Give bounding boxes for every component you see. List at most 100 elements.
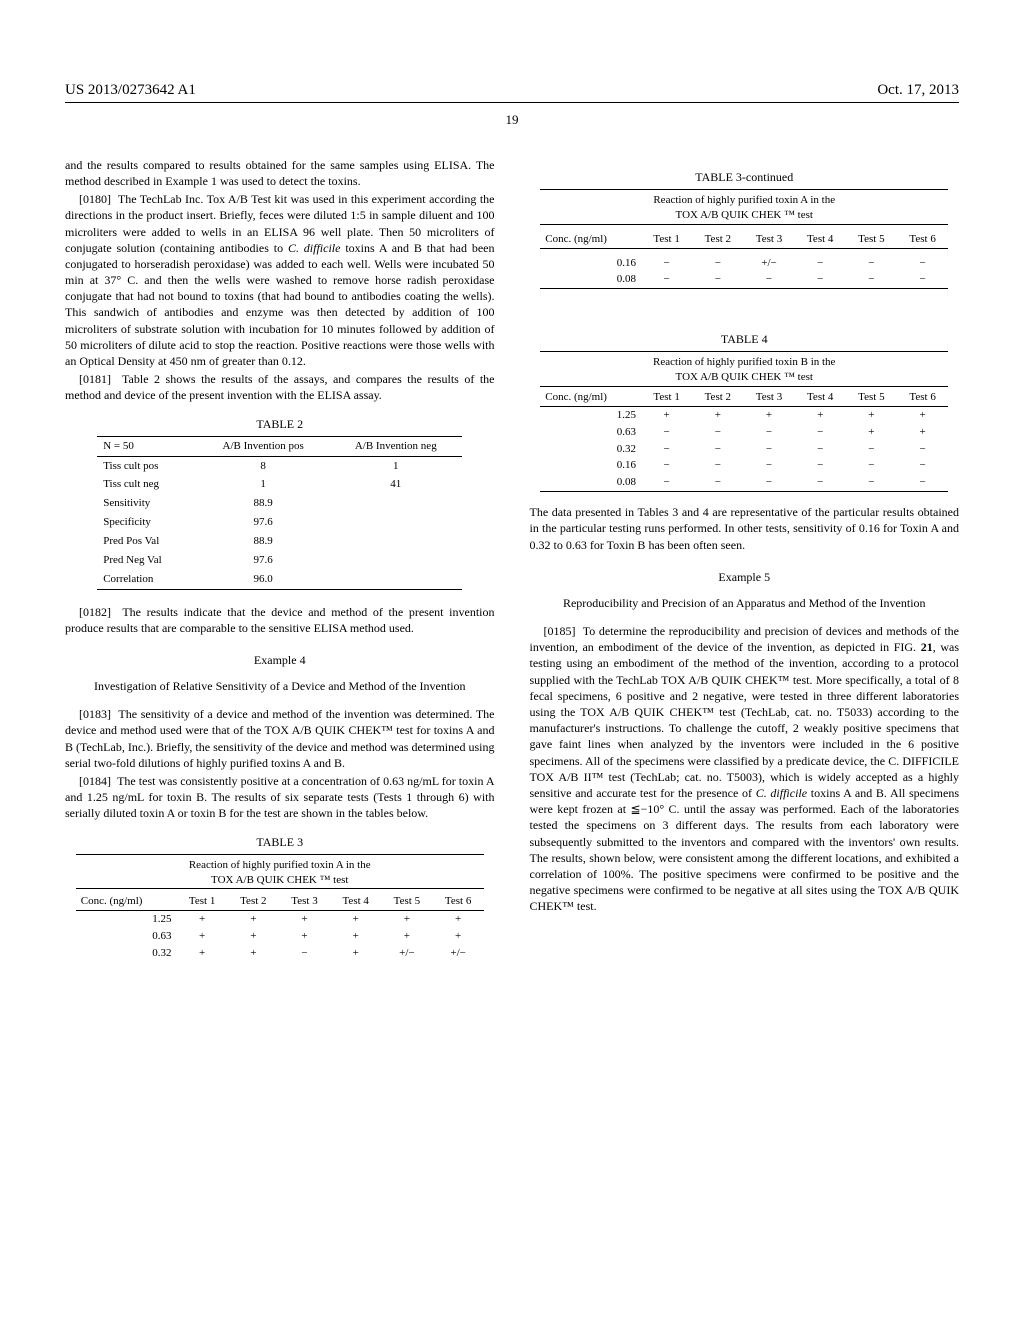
table-cell: − — [743, 271, 794, 288]
table-cell: 0.08 — [540, 474, 641, 491]
table-cell — [329, 570, 462, 589]
table-cell: 97.6 — [197, 513, 329, 532]
table3-caption: TABLE 3 — [65, 834, 495, 850]
example-5-title: Reproducibility and Precision of an Appa… — [530, 595, 960, 611]
table-3-continued: Reaction of highly purified toxin A in t… — [540, 189, 948, 291]
table-row: 0.32−−−−−− — [540, 441, 948, 458]
th: Test 5 — [381, 893, 432, 910]
table-cell: +/− — [432, 945, 483, 962]
table-cell: + — [641, 406, 692, 423]
table-row: 1.25++++++ — [540, 406, 948, 423]
table-cell: − — [795, 441, 846, 458]
table-cell: 8 — [197, 456, 329, 475]
table-cell: − — [743, 441, 794, 458]
table-cell: Tiss cult pos — [97, 456, 197, 475]
th: Test 4 — [795, 231, 846, 248]
para-0180: [0180] The TechLab Inc. Tox A/B Test kit… — [65, 191, 495, 369]
table-cell: − — [641, 474, 692, 491]
th: Test 6 — [897, 231, 948, 248]
table-row: Tiss cult pos81 — [97, 456, 462, 475]
table-cell: + — [795, 406, 846, 423]
th: Conc. (ng/ml) — [540, 231, 641, 248]
th: Test 3 — [279, 893, 330, 910]
page-number: 19 — [65, 111, 959, 129]
table-3: Reaction of highly purified toxin A in t… — [76, 854, 484, 962]
table3c-subtitle: Reaction of highly purified toxin A in t… — [540, 192, 948, 224]
table-cell: − — [692, 457, 743, 474]
para-num: [0180] — [79, 192, 111, 206]
table-cell: + — [177, 945, 228, 962]
table-cell: + — [330, 945, 381, 962]
table2-caption: TABLE 2 — [65, 416, 495, 432]
table-cell: − — [743, 474, 794, 491]
table-cell: − — [795, 457, 846, 474]
table-cell: − — [846, 255, 897, 272]
table-cell: − — [692, 255, 743, 272]
table-cell: 88.9 — [197, 532, 329, 551]
table-cell: + — [279, 928, 330, 945]
table-cell: Tiss cult neg — [97, 475, 197, 494]
th: A/B Invention neg — [329, 436, 462, 456]
table-cell: + — [897, 406, 948, 423]
table-row: 0.32++−++/−+/− — [76, 945, 484, 962]
table-row: Pred Neg Val97.6 — [97, 551, 462, 570]
table-cell: 0.32 — [540, 441, 641, 458]
table-cell: − — [641, 271, 692, 288]
th: Test 2 — [228, 893, 279, 910]
table-cell: 0.16 — [540, 457, 641, 474]
table-cell: + — [177, 928, 228, 945]
table-cell: + — [330, 928, 381, 945]
table3-subtitle: Reaction of highly purified toxin A in t… — [76, 857, 484, 889]
intro-paragraph: and the results compared to results obta… — [65, 157, 495, 189]
para-text: Table 2 shows the results of the assays,… — [65, 372, 495, 402]
table-cell: Pred Pos Val — [97, 532, 197, 551]
th: Test 4 — [330, 893, 381, 910]
table-cell: +/− — [743, 255, 794, 272]
para-text: The sensitivity of a device and method o… — [65, 707, 495, 770]
table-cell: + — [692, 406, 743, 423]
example-4-header: Example 4 — [65, 652, 495, 668]
table-row: Pred Pos Val88.9 — [97, 532, 462, 551]
para-num: [0185] — [544, 624, 576, 638]
table-cell: − — [897, 474, 948, 491]
table-cell: − — [692, 424, 743, 441]
th: Test 3 — [743, 389, 794, 406]
th: A/B Invention pos — [197, 436, 329, 456]
th: Test 5 — [846, 389, 897, 406]
table-row: 0.63++++++ — [76, 928, 484, 945]
table-cell: + — [432, 911, 483, 928]
table-cell: − — [795, 424, 846, 441]
table-cell: Specificity — [97, 513, 197, 532]
example-5-header: Example 5 — [530, 569, 960, 585]
para-text: toxins A and B that had been conjugated … — [65, 241, 495, 368]
para-num: [0183] — [79, 707, 111, 721]
table-row: 0.63−−−−++ — [540, 424, 948, 441]
after-table4: The data presented in Tables 3 and 4 are… — [530, 504, 960, 553]
table-cell: − — [897, 271, 948, 288]
table-cell: + — [228, 928, 279, 945]
th: Test 2 — [692, 389, 743, 406]
table4-subtitle: Reaction of highly purified toxin B in t… — [540, 354, 948, 386]
left-column: and the results compared to results obta… — [65, 157, 495, 972]
th: Test 2 — [692, 231, 743, 248]
th: Conc. (ng/ml) — [540, 389, 641, 406]
para-num: [0182] — [79, 605, 111, 619]
table-row: Correlation96.0 — [97, 570, 462, 589]
table-cell: + — [177, 911, 228, 928]
table-cell: 1 — [197, 475, 329, 494]
table-cell: − — [692, 441, 743, 458]
table-cell: − — [897, 457, 948, 474]
table-cell: 0.32 — [76, 945, 177, 962]
table-cell: 0.08 — [540, 271, 641, 288]
table-cell: 0.63 — [76, 928, 177, 945]
para-num: [0181] — [79, 372, 111, 386]
table-cell: + — [743, 406, 794, 423]
table-cell — [329, 513, 462, 532]
table-row: Tiss cult neg141 — [97, 475, 462, 494]
table-row: 0.08−−−−−− — [540, 474, 948, 491]
table-cell: − — [795, 271, 846, 288]
th: Conc. (ng/ml) — [76, 893, 177, 910]
th: Test 6 — [432, 893, 483, 910]
th: Test 1 — [641, 231, 692, 248]
table-cell: − — [743, 424, 794, 441]
